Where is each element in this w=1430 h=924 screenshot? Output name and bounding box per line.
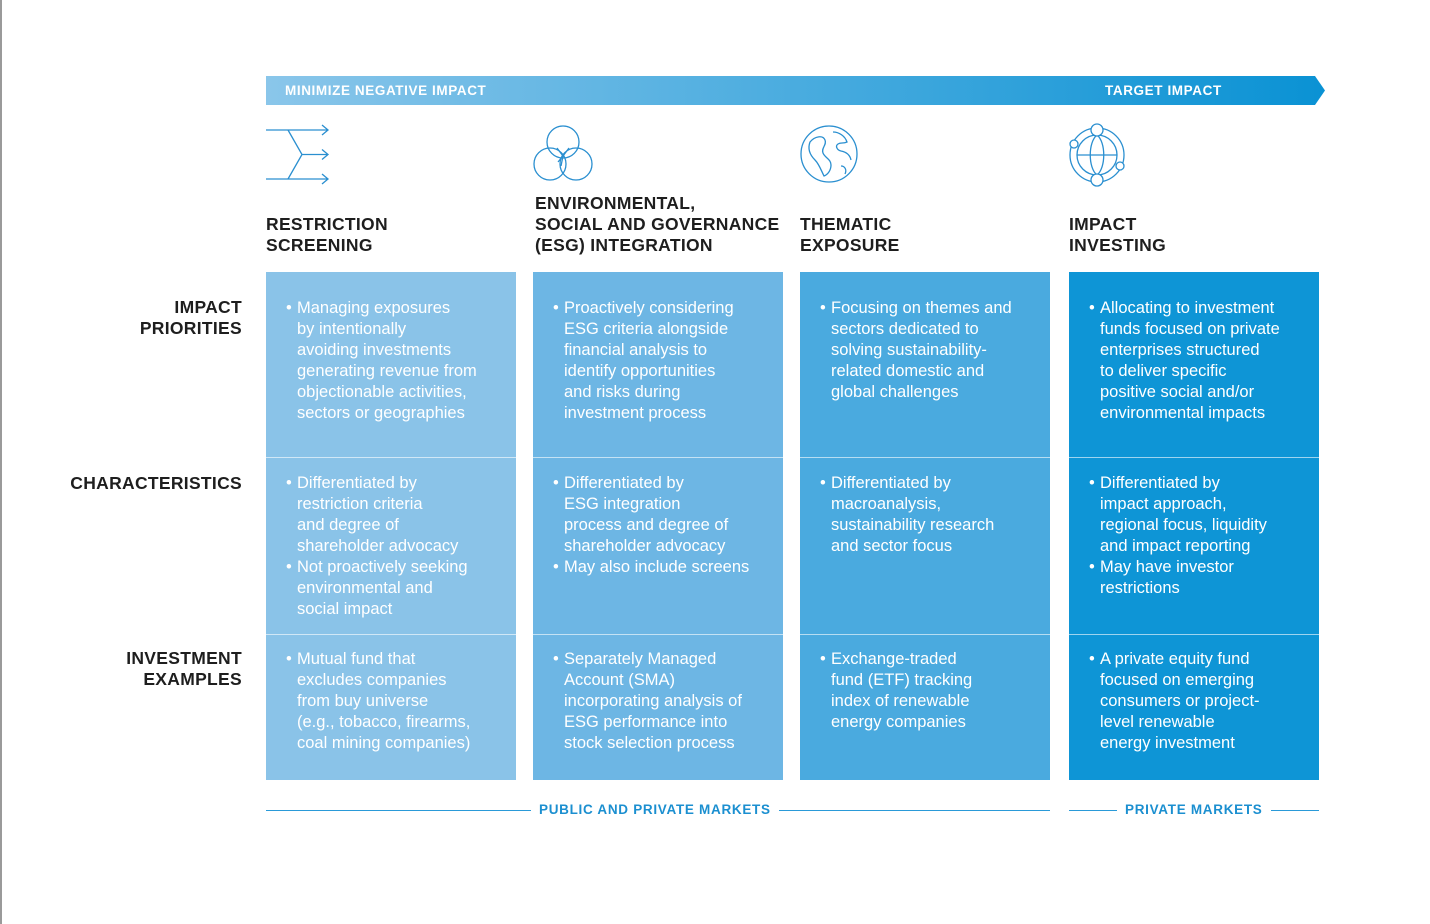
interlocking-circles-icon <box>530 122 596 188</box>
bullet-item: Differentiated bymacroanalysis,sustainab… <box>820 473 1045 557</box>
public-private-markets-label: PUBLIC AND PRIVATE MARKETS <box>531 802 779 817</box>
title-thematic-exposure: THEMATIC EXPOSURE <box>800 214 900 255</box>
page-left-rule <box>0 0 2 924</box>
row-divider <box>1069 634 1319 635</box>
row-divider <box>1069 457 1319 458</box>
bullet-item: May also include screens <box>553 557 778 578</box>
row-divider <box>800 457 1050 458</box>
row-divider <box>266 634 516 635</box>
title-esg-integration: ENVIRONMENTAL, SOCIAL AND GOVERNANCE (ESG)… <box>535 193 780 255</box>
title-restriction-screening: RESTRICTION SCREENING <box>266 214 388 255</box>
globe-network-icon <box>1066 122 1132 188</box>
row-divider <box>533 634 783 635</box>
arrows-filter-icon <box>266 122 332 188</box>
impact-arrow-banner: MINIMIZE NEGATIVE IMPACT TARGET IMPACT <box>266 76 1325 105</box>
private-markets-label: PRIVATE MARKETS <box>1117 802 1271 817</box>
row-divider <box>800 634 1050 635</box>
row-label-impact-priorities: IMPACT PRIORITIES <box>139 297 242 338</box>
title-impact-investing: IMPACT INVESTING <box>1069 214 1167 255</box>
target-impact-label: TARGET IMPACT <box>1105 83 1222 98</box>
minimize-negative-impact-label: MINIMIZE NEGATIVE IMPACT <box>285 83 487 98</box>
row-label-characteristics: CHARACTERISTICS <box>70 473 242 493</box>
globe-icon <box>797 122 863 188</box>
cell-characteristics: Differentiated bymacroanalysis,sustainab… <box>820 473 1045 557</box>
arrow-shape <box>266 76 1325 105</box>
row-divider <box>533 457 783 458</box>
row-divider <box>266 457 516 458</box>
row-label-investment-examples: INVESTMENT EXAMPLES <box>126 648 242 689</box>
